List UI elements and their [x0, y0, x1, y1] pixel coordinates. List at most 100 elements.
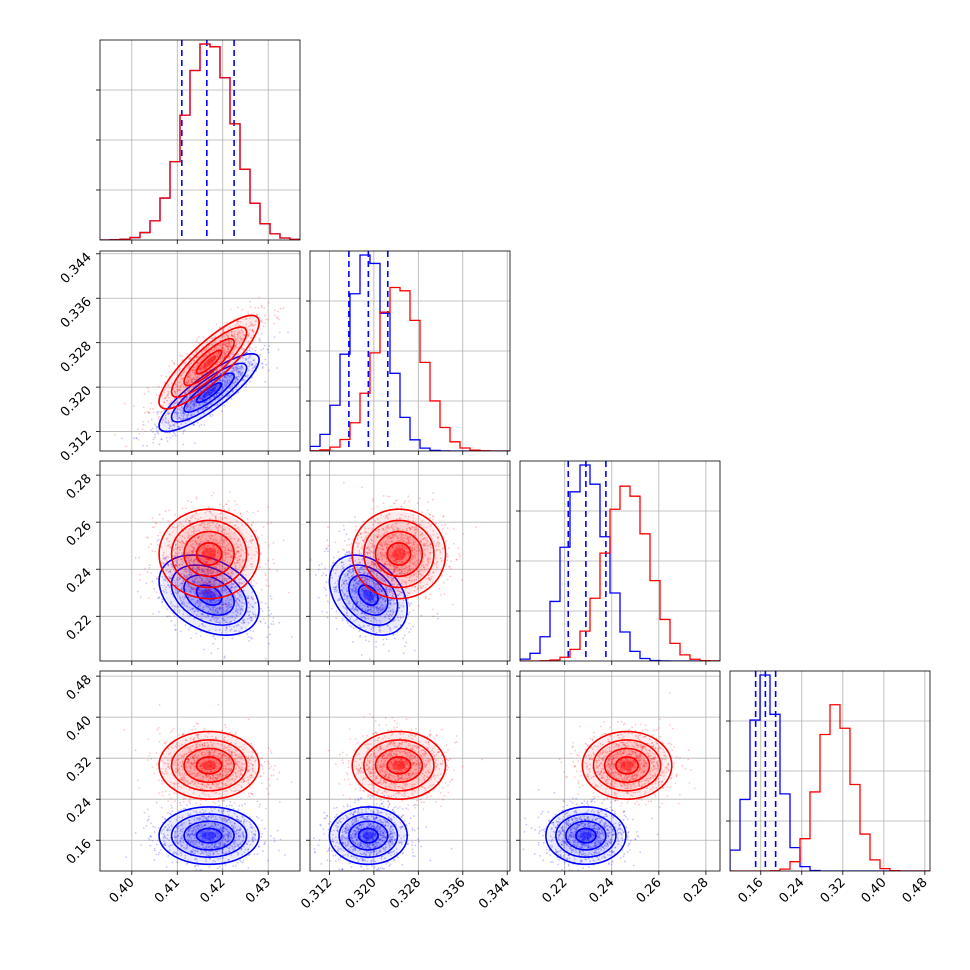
sample-point	[174, 411, 177, 414]
sample-point	[222, 586, 225, 588]
sample-point	[356, 583, 359, 585]
sample-point	[351, 588, 353, 591]
sample-point	[186, 415, 189, 418]
sample-point	[170, 424, 173, 427]
sample-point	[225, 626, 228, 629]
sample-point	[154, 550, 157, 553]
sample-point	[156, 431, 159, 433]
sample-point	[162, 557, 165, 559]
sample-point	[134, 556, 137, 559]
sample-point	[205, 371, 208, 374]
sample-point	[241, 308, 244, 311]
sample-point	[380, 622, 382, 625]
sample-point	[154, 521, 157, 524]
sample-point	[190, 394, 193, 396]
sample-point	[192, 580, 195, 583]
sample-point	[373, 616, 376, 619]
sample-point	[225, 605, 228, 608]
sample-point	[164, 416, 167, 419]
sample-point	[179, 557, 182, 559]
sample-point	[230, 570, 233, 573]
sample-point	[218, 391, 221, 394]
sample-point	[199, 542, 202, 545]
sample-point	[226, 579, 228, 582]
sample-point	[206, 572, 209, 575]
sample-point	[182, 542, 185, 545]
sample-point	[249, 350, 251, 352]
sample-point	[173, 425, 176, 427]
sample-point	[210, 601, 213, 604]
sample-point	[201, 565, 204, 568]
sample-point	[173, 362, 175, 365]
sample-point	[168, 427, 171, 429]
sample-point	[378, 607, 381, 609]
sample-point	[237, 540, 239, 542]
sample-point	[367, 609, 370, 612]
sample-point	[381, 597, 384, 600]
sample-point	[360, 612, 363, 615]
sample-point	[272, 558, 274, 561]
sample-point	[356, 566, 358, 568]
sample-point	[368, 552, 371, 555]
sample-point	[195, 390, 198, 393]
sample-point	[190, 587, 193, 590]
sample-point	[220, 512, 223, 514]
sample-point	[186, 382, 188, 385]
sample-point	[273, 309, 276, 312]
sample-point	[337, 591, 340, 594]
sample-point	[214, 550, 217, 553]
sample-point	[242, 549, 244, 552]
sample-point	[204, 354, 207, 357]
sample-point	[210, 391, 213, 394]
sample-point	[238, 375, 240, 378]
sample-point	[366, 596, 369, 599]
sample-point	[211, 540, 214, 543]
sample-point	[357, 582, 360, 585]
sample-point	[193, 617, 196, 620]
sample-point	[201, 374, 204, 376]
sample-point	[213, 580, 216, 583]
sample-point	[226, 345, 229, 348]
sample-point	[234, 600, 237, 602]
sample-point	[365, 592, 368, 595]
sample-point	[191, 552, 194, 555]
sample-point	[209, 547, 211, 549]
sample-point	[252, 630, 255, 633]
sample-point	[203, 363, 206, 366]
sample-point	[203, 570, 206, 573]
sample-point	[215, 370, 218, 373]
sample-point	[192, 525, 195, 528]
sample-point	[237, 550, 239, 552]
sample-point	[252, 597, 255, 600]
sample-point	[255, 320, 258, 323]
sample-point	[325, 581, 328, 584]
sample-point	[232, 368, 235, 370]
sample-point	[323, 586, 326, 589]
sample-point	[189, 401, 192, 404]
sample-point	[228, 549, 231, 551]
sample-point	[204, 393, 206, 396]
sample-point	[175, 407, 177, 410]
sample-point	[212, 607, 214, 609]
sample-point	[205, 588, 208, 591]
sample-point	[361, 566, 363, 569]
sample-point	[171, 421, 173, 423]
sample-point	[186, 531, 189, 534]
sample-point	[375, 645, 377, 648]
sample-point	[214, 356, 217, 359]
sample-point	[196, 379, 199, 382]
sample-point	[173, 549, 175, 552]
sample-point	[182, 603, 184, 606]
sample-point	[165, 569, 168, 572]
sample-point	[175, 578, 178, 581]
sample-point	[255, 319, 258, 321]
sample-point	[236, 559, 238, 562]
sample-point	[376, 603, 379, 606]
sample-point	[186, 386, 189, 388]
sample-point	[214, 549, 217, 551]
sample-point	[205, 510, 208, 512]
sample-point	[263, 314, 266, 317]
sample-point	[212, 359, 215, 362]
sample-point	[255, 542, 258, 545]
sample-point	[210, 534, 213, 537]
